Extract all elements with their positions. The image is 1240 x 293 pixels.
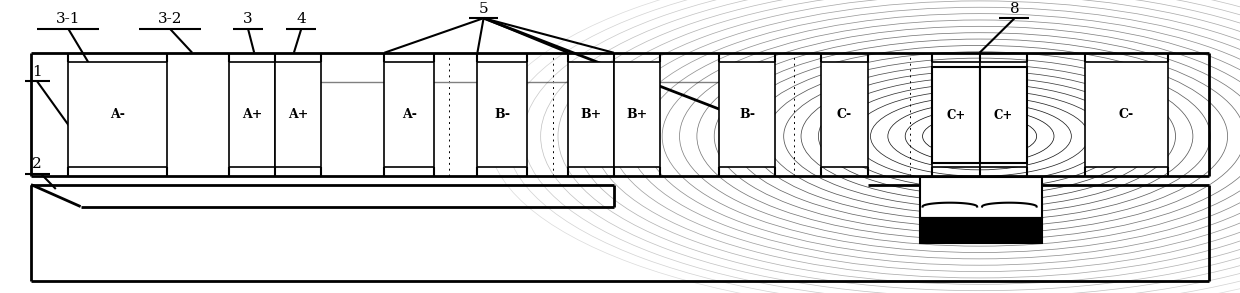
Text: 2: 2 <box>32 157 42 171</box>
Bar <box>932 62 980 167</box>
Text: 3-2: 3-2 <box>157 12 182 26</box>
Text: C+: C+ <box>993 108 1013 122</box>
Bar <box>229 62 275 167</box>
Bar <box>920 177 1042 218</box>
Text: B+: B+ <box>580 108 601 121</box>
Bar <box>920 218 1042 243</box>
Bar <box>477 62 527 167</box>
Text: C+: C+ <box>946 108 966 121</box>
Bar <box>275 62 321 167</box>
Text: 5: 5 <box>479 2 489 16</box>
Bar <box>614 62 660 167</box>
Bar <box>384 62 434 167</box>
Text: B-: B- <box>495 108 510 121</box>
Text: C-: C- <box>1118 108 1135 121</box>
Text: A+: A+ <box>242 108 263 121</box>
Bar <box>719 62 775 167</box>
Bar <box>932 67 980 163</box>
Bar <box>980 62 1027 167</box>
Text: A+: A+ <box>288 108 309 121</box>
Text: 4: 4 <box>296 12 306 26</box>
Text: C-: C- <box>837 108 852 121</box>
Text: 3-1: 3-1 <box>56 12 81 26</box>
Text: 1: 1 <box>32 65 42 79</box>
Text: A-: A- <box>402 108 417 121</box>
Bar <box>821 62 868 167</box>
Text: B-: B- <box>739 108 755 121</box>
Text: 8: 8 <box>1009 2 1019 16</box>
Text: C+: C+ <box>946 108 966 122</box>
Bar <box>568 62 614 167</box>
Bar <box>1085 62 1168 167</box>
Bar <box>68 62 167 167</box>
Bar <box>980 67 1027 163</box>
Text: B+: B+ <box>626 108 647 121</box>
Text: C+: C+ <box>993 108 1013 121</box>
Text: A-: A- <box>110 108 125 121</box>
Text: 3: 3 <box>243 12 253 26</box>
